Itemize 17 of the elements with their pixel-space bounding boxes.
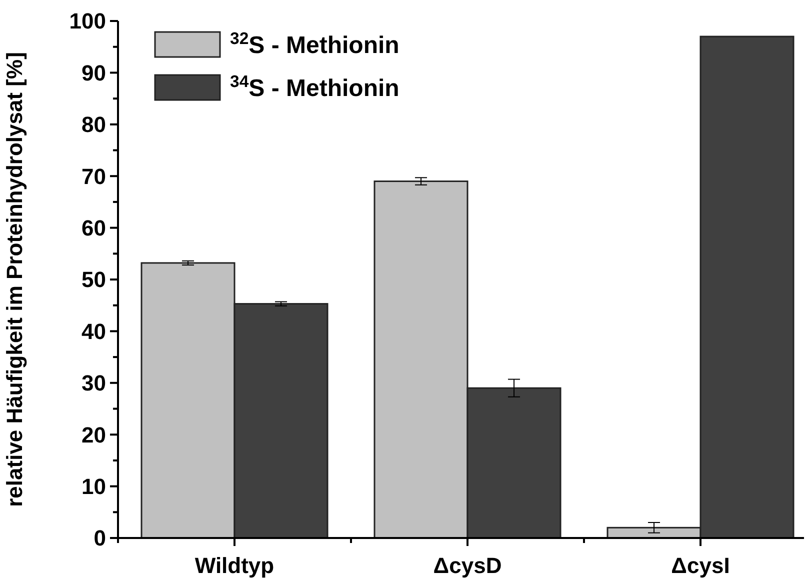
legend-label: $^{34}$S - Methionin (230, 72, 400, 102)
x-tick-label: ΔcysD (433, 553, 502, 578)
y-axis-title: relative Häufigkeit im Proteinhydrolysat [%] (2, 52, 27, 507)
y-tick-label: 10 (82, 474, 106, 499)
x-tick-label: ΔcysI (671, 553, 730, 578)
y-tick-label: 20 (82, 422, 106, 448)
y-tick-label: 80 (82, 112, 106, 138)
y-tick-label: 40 (82, 318, 106, 344)
y-tick-label: 70 (82, 164, 106, 189)
y-tick-label: 50 (82, 267, 106, 292)
y-tick-label: 30 (82, 370, 106, 396)
x-tick-label: Wildtyp (194, 553, 274, 578)
y-tick-label: 100 (69, 8, 106, 34)
y-tick-label: 60 (82, 216, 106, 240)
y-tick-label: 0 (94, 526, 106, 551)
legend-label: $^{32}$S - Methionin (230, 28, 400, 59)
y-tick-label: 90 (82, 60, 106, 86)
